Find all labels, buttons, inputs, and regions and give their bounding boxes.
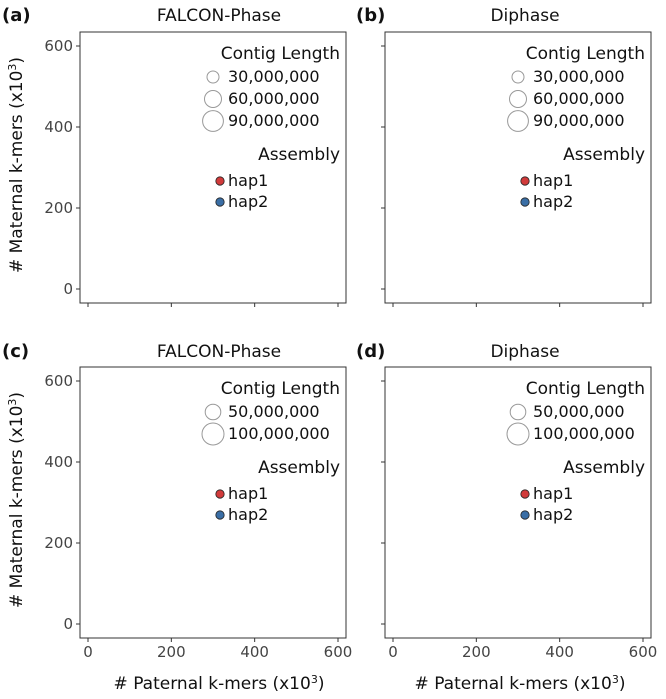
legend-hap2-symbol [520,197,530,207]
plot-frame [79,31,347,304]
legend-size-label: 30,000,000 [533,67,625,86]
panel-title: Diphase [490,342,559,362]
legend-size-title: Contig Length [221,44,340,64]
legend-size-symbol [201,422,225,446]
legend-hap1-symbol [520,489,530,499]
y-tick-label: 400 [44,118,73,136]
legend-size-title: Contig Length [526,379,645,399]
axis-ticks: 0 200 400 600 0 200 400 600 [44,372,352,661]
legend-size-label: 90,000,000 [228,111,320,130]
panel-label: (b) [356,5,385,26]
legend-hap2-symbol [215,197,225,207]
plot-area: 0 200 400 600 0 200 400 600 Contig Length 50,000,… [44,366,352,661]
plot-area: 0 200 400 600 Contig Length 50,000,000 100,000… [381,366,658,661]
x-axis-title-left: # Paternal k-mers (x103) [114,673,325,694]
plot-frame [384,366,652,639]
legend-size-label: 100,000,000 [533,424,635,443]
y-tick-label: 200 [44,534,73,552]
legend-size-symbol [202,110,224,132]
legend: Contig Length 30,000,000 60,000,000 90,000,… [202,44,340,211]
legend-hap1-label: hap1 [228,484,268,503]
legend-hap1-symbol [520,176,530,186]
panel-label: (c) [2,341,29,362]
legend: Contig Length 50,000,000 100,000,000 Assemb… [506,379,645,524]
y-tick-label: 200 [44,199,73,217]
panel-d: (d) Diphase 0 200 400 600 Contig Length 50,00… [356,341,657,661]
legend-size-label: 30,000,000 [228,67,320,86]
legend-hap2-label: hap2 [533,192,573,211]
legend-hap2-label: hap2 [228,192,268,211]
panel-title: FALCON-Phase [157,6,281,26]
legend-size-label: 50,000,000 [533,402,625,421]
legend-size-symbol [206,70,220,84]
legend-size-symbol [507,110,529,132]
x-tick-label: 600 [629,643,658,661]
legend-size-title: Contig Length [526,44,645,64]
axis-ticks: 0 200 400 600 [381,380,658,661]
x-axis-title-right: # Paternal k-mers (x103) [415,673,626,694]
legend-hap2-symbol [215,510,225,520]
legend-size-symbol [204,403,222,421]
y-tick-label: 0 [63,280,73,298]
panel-c: (c) FALCON-Phase 0 200 400 600 0 200 400 600 Con… [2,341,352,661]
y-axis-title-top: # Maternal k-mers (x103) [6,57,27,273]
legend-hap1-symbol [215,489,225,499]
y-tick-label: 0 [63,615,73,633]
legend-color-title: Assembly [563,458,645,478]
y-tick-label: 600 [44,37,73,55]
y-axis-title-bottom: # Maternal k-mers (x103) [6,392,27,608]
legend: Contig Length 30,000,000 60,000,000 90,000,… [507,44,645,211]
x-tick-label: 400 [545,643,574,661]
legend-hap2-label: hap2 [533,505,573,524]
legend-size-label: 100,000,000 [228,424,330,443]
legend-hap1-label: hap1 [228,171,268,190]
legend-hap1-symbol [215,176,225,186]
legend-hap1-label: hap1 [533,484,573,503]
legend-size-label: 60,000,000 [228,89,320,108]
legend-size-symbol [506,422,530,446]
y-tick-label: 400 [44,453,73,471]
x-tick-label: 200 [157,643,186,661]
x-tick-label: 200 [462,643,491,661]
axis-ticks: 0 200 400 600 [44,37,339,307]
legend-hap2-label: hap2 [228,505,268,524]
legend-color-title: Assembly [258,145,340,165]
panel-b: (b) Diphase Contig Length 30,000,000 60,00… [356,5,652,307]
plot-frame [79,366,347,639]
plot-area: 0 200 400 600 Contig Length 30,000,000 60,000,… [44,31,347,307]
legend-size-symbol [509,403,527,421]
legend-size-label: 60,000,000 [533,89,625,108]
legend-size-title: Contig Length [221,379,340,399]
plot-frame [384,31,652,304]
legend-size-symbol [204,90,222,108]
legend-size-label: 90,000,000 [533,111,625,130]
panel-label: (a) [2,5,31,26]
panel-title: Diphase [490,6,559,26]
x-tick-label: 400 [240,643,269,661]
panel-title: FALCON-Phase [157,342,281,362]
y-tick-label: 600 [44,372,73,390]
legend-size-symbol [511,70,525,84]
panel-label: (d) [356,341,385,362]
plot-area: Contig Length 30,000,000 60,000,000 90,000,… [381,31,652,307]
legend-hap1-label: hap1 [533,171,573,190]
x-tick-label: 0 [83,643,93,661]
x-tick-label: 600 [324,643,353,661]
legend-size-symbol [509,90,527,108]
axis-ticks [381,45,644,307]
x-tick-label: 0 [388,643,398,661]
legend-color-title: Assembly [258,458,340,478]
panel-a: (a) FALCON-Phase 0 200 400 600 Contig Length… [2,5,347,307]
legend: Contig Length 50,000,000 100,000,000 Assemb… [201,379,340,524]
legend-color-title: Assembly [563,145,645,165]
legend-hap2-symbol [520,510,530,520]
legend-size-label: 50,000,000 [228,402,320,421]
